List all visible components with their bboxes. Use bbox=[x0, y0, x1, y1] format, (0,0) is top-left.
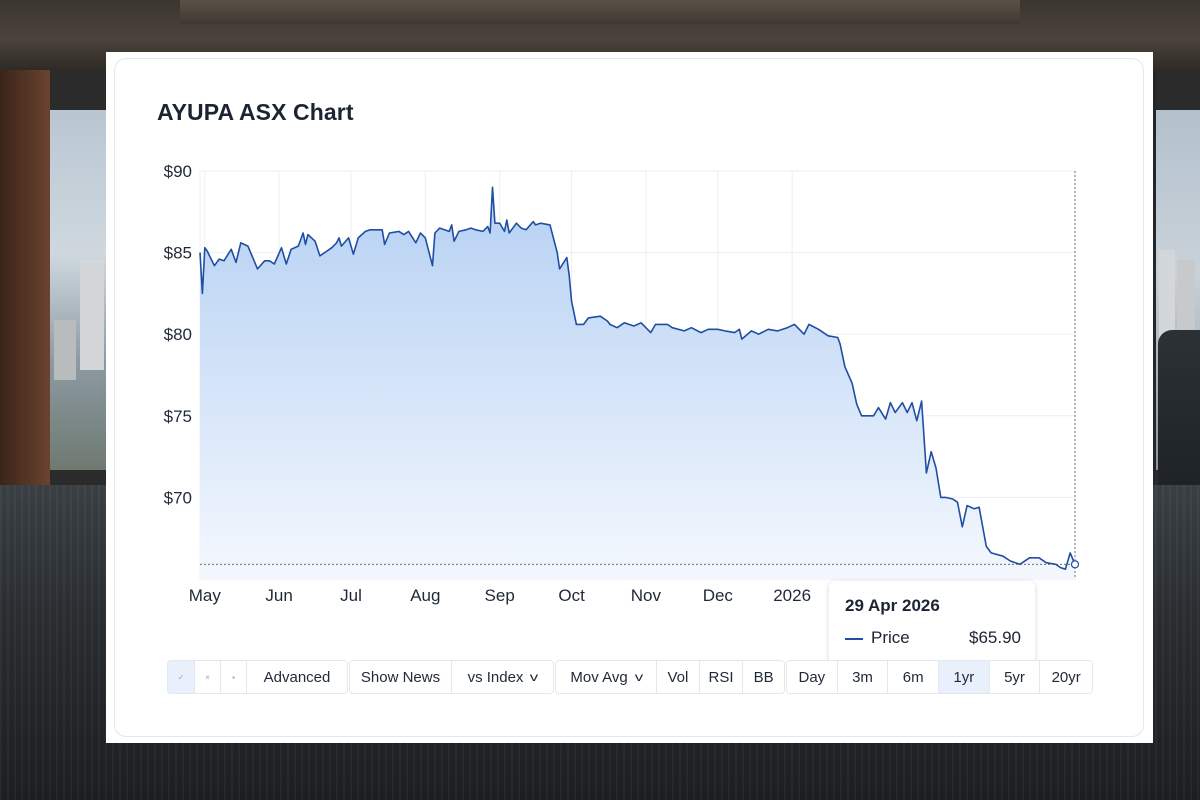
x-tick-label: Jun bbox=[265, 586, 292, 605]
x-tick-label: Oct bbox=[558, 586, 585, 605]
range-button-day[interactable]: Day bbox=[787, 661, 838, 693]
bb-button[interactable]: BB bbox=[753, 668, 774, 686]
indicator-group: Mov Avg v Vol RSI BB bbox=[555, 660, 785, 694]
x-tick-label: Nov bbox=[631, 586, 662, 605]
mov-avg-label: Mov Avg bbox=[570, 668, 628, 686]
range-button-1yr[interactable]: 1yr bbox=[939, 661, 990, 693]
price-line bbox=[199, 186, 1076, 570]
crosshair-marker bbox=[1070, 560, 1080, 569]
building bbox=[1177, 260, 1195, 330]
range-button-5yr[interactable]: 5yr bbox=[990, 661, 1041, 693]
x-tick-label: Sep bbox=[485, 586, 515, 605]
chart-card-frame: AYUPA ASX Chart $90 $85 $80 $75 $70 May Jun Jul… bbox=[106, 52, 1153, 743]
chart-card: AYUPA ASX Chart $90 $85 $80 $75 $70 May Jun Jul… bbox=[114, 58, 1144, 737]
price-area bbox=[200, 187, 1075, 580]
building bbox=[80, 260, 104, 370]
building bbox=[54, 320, 76, 380]
y-tick-label: $80 bbox=[164, 325, 192, 344]
x-tick-label: Jul bbox=[340, 586, 362, 605]
x-tick-label: May bbox=[189, 586, 222, 605]
y-tick-label: $90 bbox=[164, 162, 192, 181]
chevron-down-icon: v bbox=[634, 670, 643, 684]
vol-button[interactable]: Vol bbox=[657, 661, 700, 693]
tooltip-series-label: Price bbox=[871, 628, 910, 647]
chart-type-group: ✓ × ▪ Advanced bbox=[167, 660, 348, 694]
price-tooltip: 29 Apr 2026 Price $65.90 bbox=[829, 581, 1035, 665]
x-tick-label: Dec bbox=[703, 586, 734, 605]
chevron-down-icon: v bbox=[530, 670, 539, 684]
range-group: Day 3m 6m 1yr 5yr 20yr bbox=[786, 660, 1093, 694]
tooltip-value: $65.90 bbox=[969, 628, 1021, 647]
chart-type-close-icon[interactable]: × bbox=[195, 661, 221, 693]
show-news-button[interactable]: Show News bbox=[350, 661, 452, 693]
rsi-button[interactable]: RSI bbox=[700, 661, 744, 693]
vs-index-label: vs Index bbox=[467, 668, 524, 686]
price-chart[interactable]: $90 $85 $80 $75 $70 May Jun Jul Aug Sep Oct Nov Dec 2… bbox=[115, 59, 1145, 619]
chart-title: AYUPA ASX Chart bbox=[157, 99, 354, 125]
y-tick-label: $70 bbox=[164, 488, 192, 507]
x-tick-label: 2026 bbox=[773, 586, 811, 605]
mov-avg-dropdown[interactable]: Mov Avg v bbox=[556, 661, 658, 693]
vs-index-dropdown[interactable]: vs Index v bbox=[452, 661, 553, 693]
range-button-20yr[interactable]: 20yr bbox=[1051, 668, 1081, 686]
y-tick-label: $85 bbox=[164, 244, 192, 263]
ceiling-panel bbox=[180, 0, 1020, 24]
range-button-6m[interactable]: 6m bbox=[888, 661, 940, 693]
chart-type-bar-icon[interactable]: ▪ bbox=[221, 661, 247, 693]
tooltip-date: 29 Apr 2026 bbox=[845, 596, 940, 615]
building bbox=[1159, 250, 1175, 340]
y-tick-label: $75 bbox=[164, 407, 192, 426]
advanced-button[interactable]: Advanced bbox=[263, 668, 331, 686]
chart-type-line-icon[interactable]: ✓ bbox=[168, 661, 195, 693]
overlay-group: Show News vs Index v bbox=[349, 660, 554, 694]
range-button-3m[interactable]: 3m bbox=[838, 661, 889, 693]
window-left bbox=[50, 110, 108, 470]
x-tick-label: Aug bbox=[410, 586, 440, 605]
tooltip-series-swatch bbox=[845, 638, 863, 640]
wood-wall bbox=[0, 70, 50, 490]
